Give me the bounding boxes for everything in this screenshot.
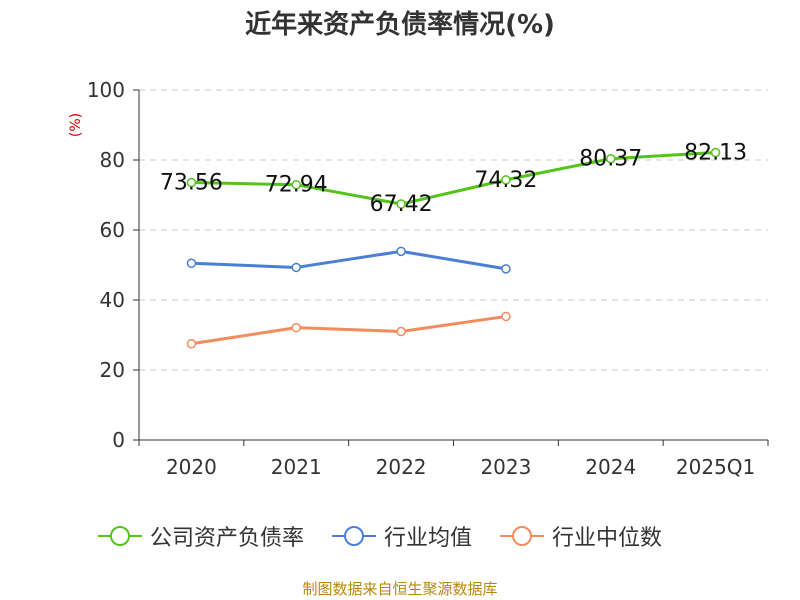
legend-label: 公司资产负债率: [150, 526, 305, 551]
legend-label: 行业均值: [384, 526, 473, 551]
y-axis-label: (%): [68, 113, 84, 137]
data-label: 82.13: [684, 141, 747, 166]
legend-marker-icon: [98, 526, 142, 546]
data-label: 72.94: [265, 173, 328, 198]
y-tick-label: 20: [100, 358, 125, 382]
data-point: [606, 153, 616, 164]
series-line: [191, 314, 507, 346]
data-point: [186, 339, 197, 349]
data-point: [396, 199, 406, 209]
x-tick-label: 2020: [166, 455, 217, 479]
data-point: [186, 177, 197, 188]
y-tick-label: 80: [100, 148, 125, 172]
data-label: 74.32: [474, 168, 537, 193]
y-tick-label: 100: [87, 78, 125, 102]
data-point: [710, 147, 721, 158]
legend-label: 行业中位数: [552, 526, 663, 551]
data-label: 67.42: [370, 192, 433, 217]
data-label: 73.56: [160, 171, 223, 196]
data-point: [501, 175, 511, 185]
data-point: [186, 258, 197, 268]
data-point: [396, 246, 406, 257]
x-tick-label: 2021: [271, 455, 322, 479]
x-tick-label: 2025Q1: [676, 455, 755, 479]
series-line: [191, 249, 507, 271]
data-point: [501, 264, 511, 274]
series-line: [191, 151, 716, 206]
y-tick-label: 0: [112, 428, 125, 452]
data-point: [396, 326, 406, 337]
data-point: [291, 179, 301, 190]
legend-item: 行业中位数: [498, 520, 662, 552]
y-tick-label: 60: [100, 218, 125, 242]
data-label: 80.37: [579, 147, 642, 172]
x-tick-label: 2022: [376, 455, 427, 479]
x-tick-label: 2023: [480, 455, 531, 479]
source-note: 制图数据来自恒生聚源数据库: [302, 580, 498, 598]
legend-marker-icon: [500, 526, 545, 546]
data-point: [501, 311, 511, 322]
legend-item: 公司资产负债率: [96, 520, 304, 552]
legend: 公司资产负债率 行业均值 行业中位数: [96, 520, 688, 552]
x-tick-label: 2024: [585, 455, 636, 479]
data-point: [291, 262, 301, 273]
y-tick-label: 40: [100, 288, 125, 312]
legend-marker-icon: [332, 526, 377, 546]
chart-title: 近年来资产负债率情况(%): [245, 10, 555, 40]
legend-item: 行业均值: [330, 520, 472, 552]
data-point: [291, 322, 301, 333]
